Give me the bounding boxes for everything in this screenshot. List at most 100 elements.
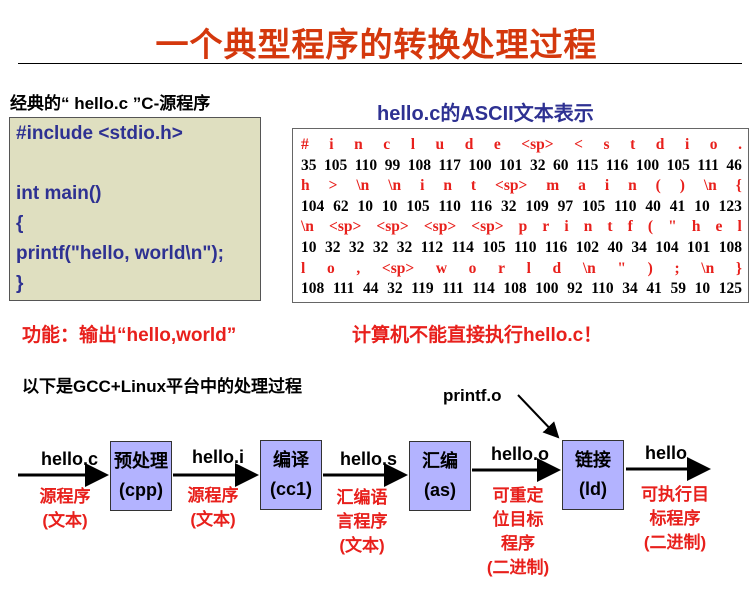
file-label: hello.s: [340, 449, 398, 469]
ascii-token: 40: [645, 197, 661, 215]
stage-assemble: 汇编 (as): [409, 441, 471, 511]
ascii-token: 41: [669, 197, 686, 215]
ascii-token: l: [301, 259, 306, 277]
file-label: hello.o: [491, 444, 549, 464]
ascii-token: 105: [581, 197, 606, 215]
ascii-token: c: [383, 136, 391, 153]
ascii-token: \n: [388, 177, 402, 195]
ascii-token: 105: [482, 238, 506, 256]
ascii-token: u: [435, 136, 445, 153]
code-box: #include <stdio.h> int main() { printf("…: [9, 117, 261, 301]
ascii-token: 104: [301, 197, 325, 215]
code-line: }: [16, 273, 24, 294]
ascii-token: <sp>: [471, 218, 504, 236]
process-heading: 以下是GCC+Linux平台中的处理过程: [22, 377, 303, 396]
ascii-token: >: [328, 177, 338, 195]
stage-preprocess: 预处理 (cpp): [110, 441, 172, 511]
ascii-char-row: l o, <sp> w o r l d \n "); \n}: [301, 259, 742, 280]
ascii-token: n: [628, 177, 637, 195]
ascii-token: 40: [607, 238, 623, 256]
ascii-token: 114: [451, 238, 474, 256]
ascii-token: ;: [674, 259, 680, 277]
ascii-token: o: [709, 136, 718, 153]
ascii-token: .: [738, 136, 742, 153]
ascii-code-row: 35 105 110 99 108 117 100 101 32 60 115 116 100 105 11…: [301, 156, 742, 177]
ascii-token: \n: [301, 218, 314, 236]
file-label: hello.i: [192, 447, 245, 467]
ascii-token: i: [564, 218, 569, 236]
ascii-token: 125: [718, 280, 742, 298]
ascii-token: 116: [469, 197, 493, 215]
ascii-token: <sp>: [423, 218, 457, 236]
ascii-token: 110: [354, 156, 378, 174]
stage-compile: 编译 (cc1): [260, 440, 322, 510]
ascii-token: 117: [438, 156, 461, 174]
ascii-token: (: [655, 177, 661, 195]
ascii-token: 35: [301, 156, 317, 174]
ascii-token: #: [301, 136, 309, 153]
ascii-token: h: [691, 218, 701, 236]
code-line: {: [16, 213, 24, 234]
function-note: 功能：输出“hello,world”: [22, 325, 237, 346]
ascii-token: 115: [575, 156, 599, 174]
ascii-token: \n: [356, 177, 370, 195]
ascii-token: l: [737, 218, 742, 236]
ascii-token: d: [464, 136, 474, 153]
ascii-token: e: [715, 218, 723, 236]
ascii-token: 111: [332, 280, 355, 298]
file-label: hello.c: [41, 449, 99, 469]
ascii-token: 110: [438, 197, 461, 215]
file-description: 可执行目 标程序 (二进制): [641, 485, 709, 552]
ascii-token: 32: [387, 280, 403, 298]
ascii-token: 62: [333, 197, 349, 215]
code-line: int main(): [16, 183, 102, 204]
ascii-token: 10: [694, 280, 711, 298]
ascii-token: h: [301, 177, 310, 195]
ascii-token: i: [420, 177, 425, 195]
ascii-token: 32: [324, 238, 341, 256]
ascii-token: o: [326, 259, 335, 277]
ascii-code-row: 10 32 32 32 32 112 114 105 110 116 102 40 34 104 101 10…: [301, 238, 742, 259]
ascii-token: 108: [301, 280, 325, 298]
ascii-token: 104: [655, 238, 679, 256]
ascii-char-row: h > \n \n i n t <sp> m a i n() \n{: [301, 176, 742, 197]
ascii-token: 44: [363, 280, 379, 298]
ascii-token: i: [684, 136, 690, 153]
ascii-token: {: [735, 177, 742, 195]
ascii-token: 108: [503, 280, 527, 298]
ascii-token: <sp>: [376, 218, 409, 236]
ascii-token: i: [329, 136, 334, 153]
ascii-token: 46: [726, 156, 742, 174]
ascii-token: 102: [575, 238, 599, 256]
ascii-token: 111: [442, 280, 464, 298]
ascii-token: l: [410, 136, 416, 153]
ascii-token: 111: [697, 156, 719, 174]
source-heading: 经典的“ hello.c ”C-源程序: [10, 94, 211, 113]
ascii-token: 108: [718, 238, 742, 256]
ascii-token: 123: [718, 197, 742, 215]
ascii-token: 101: [499, 156, 523, 174]
ascii-token: i: [604, 177, 610, 195]
ascii-token: 92: [567, 280, 583, 298]
ascii-token: 99: [384, 156, 401, 174]
ascii-token: 119: [411, 280, 434, 298]
title-divider: [18, 63, 742, 64]
ascii-token: 32: [529, 156, 546, 174]
ascii-token: t: [630, 136, 636, 153]
ascii-token: 32: [372, 238, 389, 256]
ascii-token: ): [647, 259, 653, 277]
ascii-token: r: [542, 218, 550, 236]
ascii-token: ": [668, 218, 677, 236]
ascii-token: 100: [468, 156, 492, 174]
ascii-token: <sp>: [521, 136, 554, 153]
ascii-token: l: [526, 259, 531, 277]
ascii-token: 110: [514, 238, 537, 256]
ascii-token: 114: [472, 280, 495, 298]
ascii-token: 32: [348, 238, 365, 256]
arrow: [517, 394, 560, 439]
ascii-token: <sp>: [495, 177, 528, 195]
ascii-token: <sp>: [381, 259, 415, 277]
ascii-token: s: [603, 136, 610, 153]
ascii-token: d: [655, 136, 665, 153]
ascii-token: n: [583, 218, 593, 236]
